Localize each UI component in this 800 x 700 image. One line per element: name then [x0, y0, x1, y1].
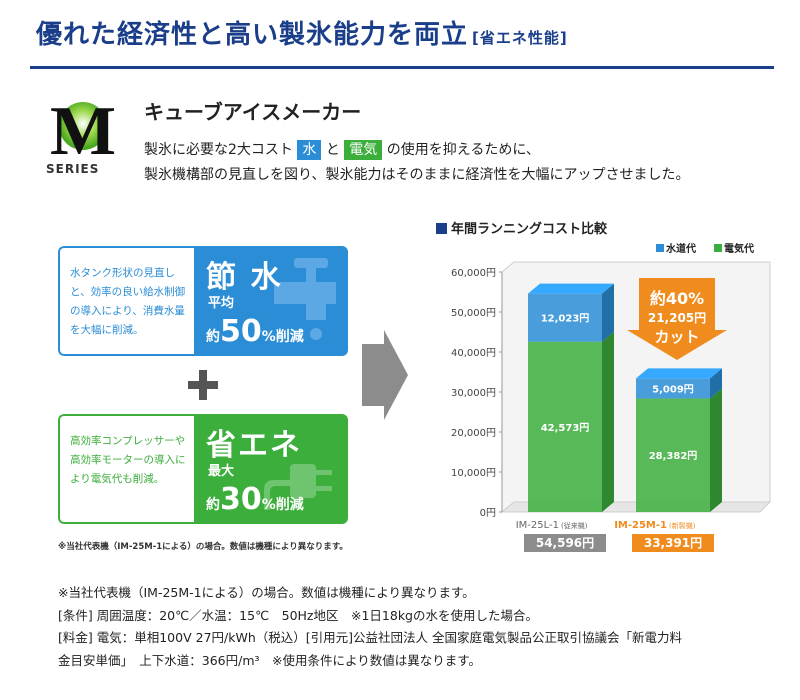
x-category-note: (新製機): [669, 521, 696, 530]
energy-saving-box: 高効率コンプレッサーや高効率モーターの導入により電気代も削減。 省エネ 最大 約…: [58, 414, 348, 524]
legend-swatch: [714, 244, 722, 252]
feature-note: ※当社代表機（IM-25M-1による）の場合。数値は機種により異なります。: [58, 542, 348, 552]
y-tick-label: 50,000円: [451, 308, 496, 319]
plug-icon: [264, 464, 332, 510]
total-label: 54,596円: [536, 536, 594, 550]
svg-text:M: M: [50, 93, 116, 162]
footnote-line: ※当社代表機（IM-25M-1による）の場合。数値は機種により異なります。: [58, 585, 475, 600]
legend-swatch: [656, 244, 664, 252]
product-description: 製氷に必要な2大コスト 水 と 電気 の使用を抑えるために、 製氷機構部の見直し…: [144, 140, 690, 183]
legend-label: 電気代: [724, 242, 754, 255]
bar-side: [710, 388, 722, 512]
chart-title: 年間ランニングコスト比較: [436, 218, 607, 237]
water-saving-title: 節 水: [206, 260, 283, 295]
bar-side: [710, 368, 722, 399]
page-title: 優れた経済性と高い製氷能力を両立 [省エネ性能]: [36, 20, 568, 50]
y-tick-label: 40,000円: [451, 348, 496, 359]
y-tick-label: 0円: [480, 508, 496, 519]
water-saving-percent: 約50%削減: [206, 314, 304, 349]
callout-cut-label: カット: [654, 328, 699, 346]
m-series-logo: M SERIES: [44, 92, 122, 182]
bar-value-label: 28,382円: [649, 450, 698, 462]
plus-icon: [188, 370, 218, 400]
bar-top: [528, 283, 614, 294]
right-arrow-icon: [362, 330, 408, 420]
x-category-label: IM-25M-1: [614, 520, 667, 531]
water-tag: 水: [297, 140, 322, 160]
energy-saving-text: 高効率コンプレッサーや高効率モーターの導入により電気代も削減。: [70, 435, 186, 485]
running-cost-chart: 0円 10,000円 20,000円 30,000円 40,000円 50,000円 60,…: [451, 242, 772, 552]
m-logo-series-text: SERIES: [46, 162, 100, 176]
water-saving-label: 平均: [208, 296, 235, 311]
bar-value-label: 5,009円: [652, 383, 694, 395]
page-subtitle: [省エネ性能]: [472, 29, 568, 47]
bar-side: [602, 331, 614, 512]
energy-saving-title: 省エネ: [206, 428, 302, 463]
energy-saving-label: 最大: [208, 464, 235, 479]
m-logo-icon: M: [50, 93, 116, 170]
x-category-label: IM-25L-1: [516, 520, 559, 531]
y-tick-label: 60,000円: [451, 268, 496, 279]
total-box: [632, 534, 714, 552]
y-tick-label: 10,000円: [451, 468, 496, 479]
water-saving-text: 水タンク形状の見直しと、効率の良い給水制御の導入により、消費水量を大幅に削減。: [70, 267, 186, 336]
bar-front: [528, 293, 602, 342]
y-tick-label: 30,000円: [451, 388, 496, 399]
legend-label: 水道代: [665, 242, 696, 255]
water-saving-box: 水タンク形状の見直しと、効率の良い給水制御の導入により、消費水量を大幅に削減。 …: [58, 246, 348, 356]
product-heading: キューブアイスメーカー: [144, 100, 362, 124]
bar-front: [636, 378, 710, 399]
title-divider: [30, 66, 774, 69]
faucet-icon: [274, 258, 336, 340]
total-label: 33,391円: [644, 536, 702, 550]
callout-percent: 約40%: [650, 289, 704, 308]
electricity-tag: 電気: [344, 140, 383, 160]
energy-saving-percent: 約30%削減: [206, 482, 304, 517]
bar-front: [636, 398, 710, 512]
footnotes: ※当社代表機（IM-25M-1による）の場合。数値は機種により異なります。 [条…: [58, 582, 758, 672]
footnote-line: [料金] 電気：単相100V 27円/kWh（税込）[引用元]公益社団法人 全国…: [58, 630, 682, 645]
bar-side: [602, 283, 614, 342]
bar-value-label: 42,573円: [541, 422, 590, 434]
bar-value-label: 12,023円: [541, 313, 590, 325]
bar-front: [528, 341, 602, 512]
footnote-line: [条件] 周囲温度：20℃／水温：15℃ 50Hz地区 ※1日18kgの水を使用…: [58, 607, 538, 623]
footnote-line: 金目安単価」 上下水道：366円/m³ ※使用条件により数値は異なります。: [58, 652, 481, 668]
bar-top: [636, 368, 722, 379]
x-category-note: (従来機): [561, 521, 588, 530]
savings-callout-arrow: [627, 278, 727, 360]
callout-amount: 21,205円: [648, 311, 706, 325]
y-tick-label: 20,000円: [451, 428, 496, 439]
total-box: [524, 534, 606, 552]
